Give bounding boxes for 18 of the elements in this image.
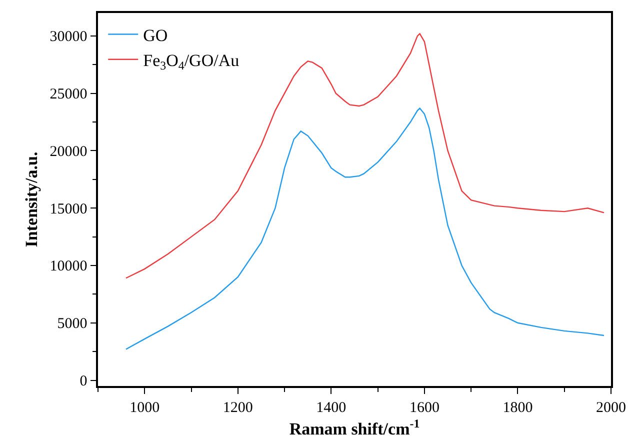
x-tick-label: 1800 (502, 400, 533, 416)
y-tick-label: 25000 (50, 86, 88, 103)
x-tick-label: 1400 (316, 400, 346, 416)
y-axis-title: Intensity/a.u. (22, 152, 41, 248)
y-tick-label: 10000 (50, 258, 88, 275)
y-tick-label: 30000 (50, 29, 88, 46)
y-tick-label: 5000 (57, 316, 88, 332)
y-tick-label: 20000 (50, 144, 88, 160)
x-tick-label: 1600 (409, 400, 440, 416)
x-tick-label: 2000 (596, 400, 626, 416)
y-tick-label: 0 (80, 374, 88, 390)
x-tick-label: 1200 (222, 400, 253, 416)
y-tick-label: 15000 (50, 201, 88, 218)
legend-label: Fe$_{3}$O$_{4}$/GO/Au (143, 51, 240, 73)
legend-label: GO (143, 26, 168, 45)
line-series (125, 108, 605, 350)
x-axis-title: Ramam shift/cm$^{-1}$ (289, 416, 420, 439)
x-tick-label: 1000 (130, 400, 160, 416)
